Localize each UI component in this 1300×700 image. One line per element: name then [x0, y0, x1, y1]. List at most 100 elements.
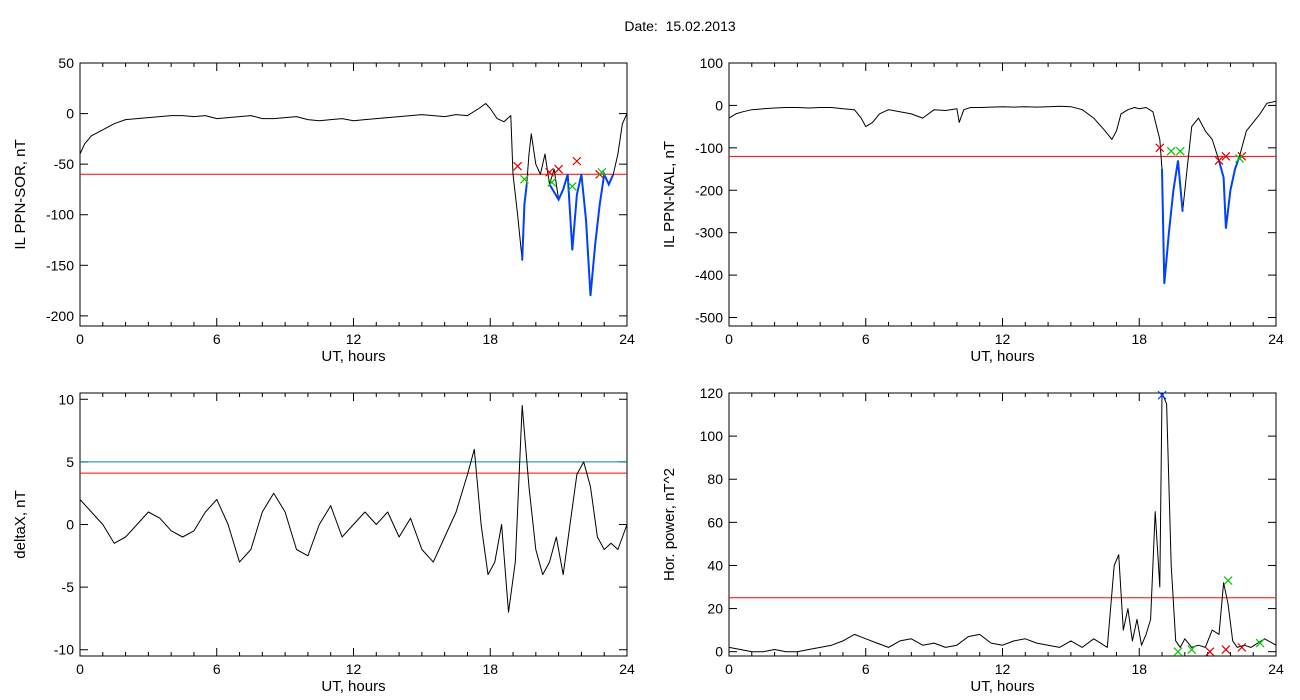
- x-axis-label: UT, hours: [321, 348, 385, 365]
- x-tick-label: 24: [619, 661, 635, 677]
- marker-green-stroke-b: [520, 174, 529, 184]
- marker-green-stroke-b: [1175, 146, 1185, 156]
- marker-red-stroke-b: [1221, 645, 1231, 654]
- marker-red: [545, 167, 554, 177]
- y-tick-label: -200: [695, 182, 723, 198]
- y-tick-label: 0: [66, 106, 74, 122]
- marker-red: [572, 156, 582, 166]
- marker-red: [1155, 143, 1165, 153]
- marker-red-stroke-b: [545, 167, 554, 177]
- y-tick-label: -150: [46, 257, 74, 273]
- marker-green-stroke-b: [547, 177, 557, 187]
- marker-red-stroke-b: [1214, 156, 1224, 165]
- marker-red: [1237, 642, 1247, 652]
- x-tick-label: 12: [995, 661, 1011, 677]
- x-axis-label: UT, hours: [970, 678, 1034, 695]
- marker-red-stroke-b: [572, 156, 582, 166]
- y-tick-label: 100: [700, 55, 724, 71]
- x-tick-label: 18: [1131, 661, 1147, 677]
- marker-red: [1221, 151, 1231, 161]
- marker-green: [1223, 576, 1233, 585]
- marker-green: [1166, 146, 1176, 156]
- plot-frame: [728, 392, 1277, 657]
- marker-green: [547, 177, 557, 187]
- y-tick-label: -400: [695, 267, 723, 283]
- marker-green-stroke-b: [1255, 638, 1265, 648]
- y-tick-label: 0: [715, 644, 723, 660]
- plot-frame: [728, 62, 1277, 327]
- highlight-segment: [521, 184, 528, 261]
- x-tick-label: 18: [482, 661, 498, 677]
- y-tick-label: 100: [700, 428, 724, 444]
- series-line: [728, 100, 1277, 285]
- y-tick-label: 60: [707, 514, 723, 530]
- x-tick-label: 12: [995, 331, 1011, 347]
- x-tick-label: 12: [346, 661, 362, 677]
- y-tick-label: -200: [46, 308, 74, 324]
- marker-green: [1235, 154, 1244, 163]
- x-tick-label: 24: [1268, 331, 1284, 347]
- plot-frame: [79, 62, 628, 327]
- marker-green: [1187, 645, 1197, 654]
- x-tick-label: 6: [213, 661, 221, 677]
- x-tick-label: 0: [725, 661, 733, 677]
- y-axis-label: Hor. power, nT^2: [661, 468, 678, 581]
- marker-red: [1221, 645, 1231, 654]
- page-title: Date: 15.02.2013: [0, 18, 1300, 34]
- x-tick-label: 24: [1268, 661, 1284, 677]
- highlight-segment: [1218, 155, 1241, 229]
- date-label: Date:: [624, 18, 658, 34]
- y-tick-label: 0: [715, 97, 723, 113]
- x-tick-label: 0: [76, 661, 84, 677]
- y-tick-label: 120: [700, 385, 724, 401]
- marker-blue-stroke-b: [1157, 390, 1167, 400]
- y-axis-label: deltaX, nT: [12, 490, 29, 558]
- y-tick-label: -50: [54, 156, 74, 172]
- marker-green-stroke-b: [1187, 645, 1197, 654]
- marker-green: [520, 174, 529, 184]
- marker-green: [597, 167, 607, 177]
- highlight-segment: [1161, 160, 1184, 284]
- x-tick-label: 0: [725, 331, 733, 347]
- marker-red-stroke-b: [554, 164, 564, 174]
- y-tick-label: -100: [695, 140, 723, 156]
- chart-4: 0 6 12 18 24 120 100 80 60 40 20 0 UT, hours Hor. pow…: [661, 385, 1284, 695]
- y-tick-label: 10: [58, 391, 74, 407]
- y-tick-label: -5: [62, 579, 75, 595]
- chart-3: 0 6 12 18 24 10 5 0 -5 -10 UT, hours deltaX, nT: [12, 391, 635, 695]
- x-tick-label: 6: [213, 331, 221, 347]
- y-tick-label: 80: [707, 471, 723, 487]
- x-tick-label: 12: [346, 331, 362, 347]
- x-tick-label: 0: [76, 331, 84, 347]
- date-value: 15.02.2013: [665, 18, 736, 34]
- y-tick-label: 20: [707, 601, 723, 617]
- marker-red-stroke-b: [1237, 642, 1247, 652]
- x-tick-label: 6: [862, 331, 870, 347]
- marker-green-stroke-b: [1235, 154, 1244, 163]
- y-tick-label: -300: [695, 225, 723, 241]
- highlight-segment: [548, 170, 615, 296]
- marker-green-stroke-b: [567, 181, 577, 191]
- marker-green: [567, 181, 577, 191]
- chart-1: 0 6 12 18 24 50 0 -50 -100 -150 -200 UT, hours IL PP…: [12, 55, 635, 365]
- marker-red-stroke-b: [1155, 143, 1165, 153]
- y-tick-label: -10: [54, 642, 74, 658]
- marker-red-stroke-b: [513, 161, 523, 171]
- series-line: [79, 103, 628, 297]
- y-tick-label: 40: [707, 557, 723, 573]
- x-tick-label: 6: [862, 661, 870, 677]
- marker-red: [1205, 647, 1215, 657]
- x-axis-label: UT, hours: [970, 348, 1034, 365]
- y-tick-label: 50: [58, 55, 74, 71]
- x-axis-label: UT, hours: [321, 678, 385, 695]
- marker-red-stroke-b: [1221, 151, 1231, 161]
- y-tick-label: 0: [66, 517, 74, 533]
- marker-green-stroke-b: [597, 167, 607, 177]
- marker-blue: [1157, 390, 1167, 400]
- x-tick-label: 18: [1131, 331, 1147, 347]
- marker-green-stroke-b: [1223, 576, 1233, 585]
- series-line: [728, 392, 1277, 653]
- marker-red: [513, 161, 523, 171]
- marker-green-stroke-b: [1166, 146, 1176, 156]
